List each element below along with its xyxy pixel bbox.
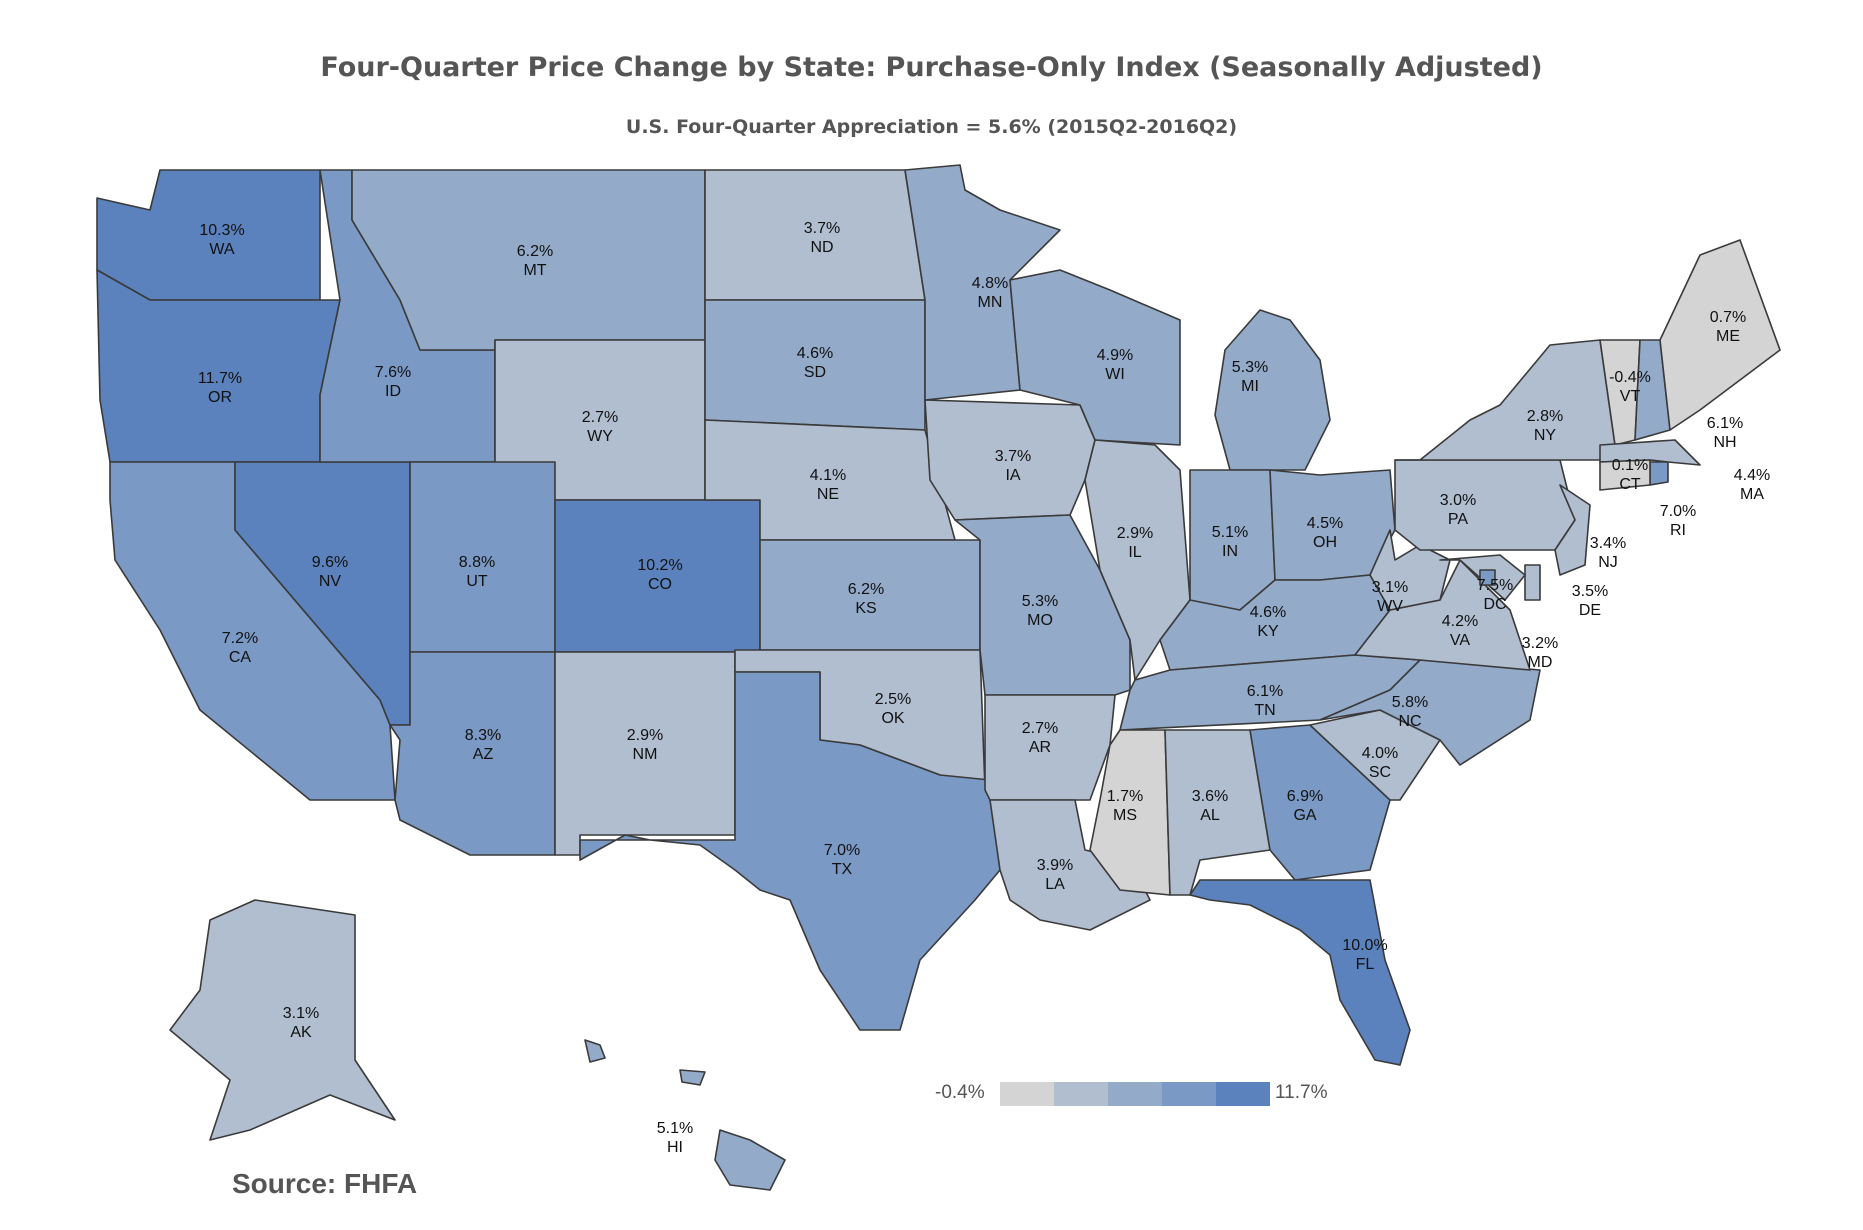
state-ar [984,694,1116,801]
state-la [989,799,1151,931]
state-ak [169,899,396,1141]
state-mi [1214,309,1331,471]
state-label-ut: 8.8% UT [459,554,495,590]
state-label-vt: -0.4% VT [1609,369,1651,405]
state-label-sd: 4.6% SD [797,345,833,381]
state-label-oh: 4.5% OH [1307,515,1343,551]
state-wi [1009,269,1181,446]
state-label-hi: 5.1% HI [657,1120,693,1156]
state-de [1524,564,1541,601]
state-label-nh: 6.1% NH [1707,415,1743,451]
state-labels: 10.3% WA 11.7% OR 7.2% CA 9.6% NV 7.6% ID 6.2% MT 2.… [198,220,1770,1156]
state-dc [1479,569,1496,586]
state-label-ma: 4.4% MA [1734,467,1770,503]
state-label-ga: 6.9% GA [1287,788,1323,824]
state-mn [904,164,1061,401]
legend-swatch-2 [1054,1082,1108,1106]
state-label-ca: 7.2% CA [222,630,258,666]
state-ri [1649,461,1669,486]
legend-color-scale [1000,1082,1270,1106]
state-label-ia: 3.7% IA [995,448,1031,484]
state-fl [1189,879,1411,1066]
legend-max-label: 11.7% [1275,1082,1328,1103]
state-label-va: 4.2% VA [1442,613,1478,649]
state-label-ms: 1.7% MS [1107,788,1143,824]
state-label-nd: 3.7% ND [804,220,840,256]
state-label-sc: 4.0% SC [1362,745,1398,781]
state-label-ak: 3.1% AK [283,1005,319,1041]
state-label-nj: 3.4% NJ [1590,535,1626,571]
state-label-md: 3.2% MD [1522,635,1558,671]
legend-swatch-1 [1000,1082,1054,1106]
state-nj [1554,484,1591,576]
state-label-ks: 6.2% KS [848,581,884,617]
state-label-nc: 5.8% NC [1392,694,1428,730]
legend-swatch-4 [1162,1082,1216,1106]
state-label-de: 3.5% DE [1572,583,1608,619]
state-label-ar: 2.7% AR [1022,720,1058,756]
state-label-wv: 3.1% WV [1372,579,1408,615]
state-label-wi: 4.9% WI [1097,347,1133,383]
state-label-al: 3.6% AL [1192,788,1228,824]
state-label-or: 11.7% OR [198,370,242,406]
state-label-mn: 4.8% MN [972,275,1008,311]
state-label-ri: 7.0% RI [1660,503,1696,539]
state-label-ok: 2.5% OK [875,691,911,727]
state-label-il: 2.9% IL [1117,525,1153,561]
state-label-pa: 3.0% PA [1440,492,1476,528]
state-pa [1394,459,1576,551]
state-label-ct: 0.1% CT [1612,457,1648,493]
state-il [1084,439,1191,681]
state-label-la: 3.9% LA [1037,857,1073,893]
state-label-wa: 10.3% WA [199,222,244,258]
state-label-mt: 6.2% MT [517,243,553,279]
chart-subtitle: U.S. Four-Quarter Appreciation = 5.6% (2… [625,116,1238,138]
state-label-ky: 4.6% KY [1250,604,1286,640]
state-hi [584,1039,786,1191]
state-shapes [96,164,1781,1191]
state-label-tn: 6.1% TN [1247,683,1283,719]
state-label-id: 7.6% ID [375,364,411,400]
state-label-dc: 7.5% DC [1477,577,1513,613]
state-label-me: 0.7% ME [1710,309,1746,345]
chart-title: Four-Quarter Price Change by State: Purc… [320,52,1543,83]
legend-min-label: -0.4% [935,1082,985,1103]
state-label-ny: 2.8% NY [1527,408,1563,444]
state-tx [579,671,1001,1031]
state-label-nm: 2.9% NM [627,727,663,763]
state-label-co: 10.2% CO [637,557,682,593]
state-me [1659,239,1781,431]
legend-swatch-3 [1108,1082,1162,1106]
state-ct [1599,459,1651,491]
state-label-ne: 4.1% NE [810,467,846,503]
source-note: Source: FHFA [232,1168,418,1199]
state-label-mi: 5.3% MI [1232,359,1268,395]
state-label-mo: 5.3% MO [1022,593,1058,629]
state-label-nv: 9.6% NV [312,554,348,590]
state-ny [1394,339,1616,461]
state-mo [954,514,1131,696]
legend-swatch-5 [1216,1082,1270,1106]
state-label-in: 5.1% IN [1212,524,1248,560]
state-label-az: 8.3% AZ [465,727,501,763]
state-nc [1319,659,1541,766]
state-label-tx: 7.0% TX [824,842,860,878]
state-label-wy: 2.7% WY [582,409,618,445]
state-label-fl: 10.0% FL [1342,937,1387,973]
